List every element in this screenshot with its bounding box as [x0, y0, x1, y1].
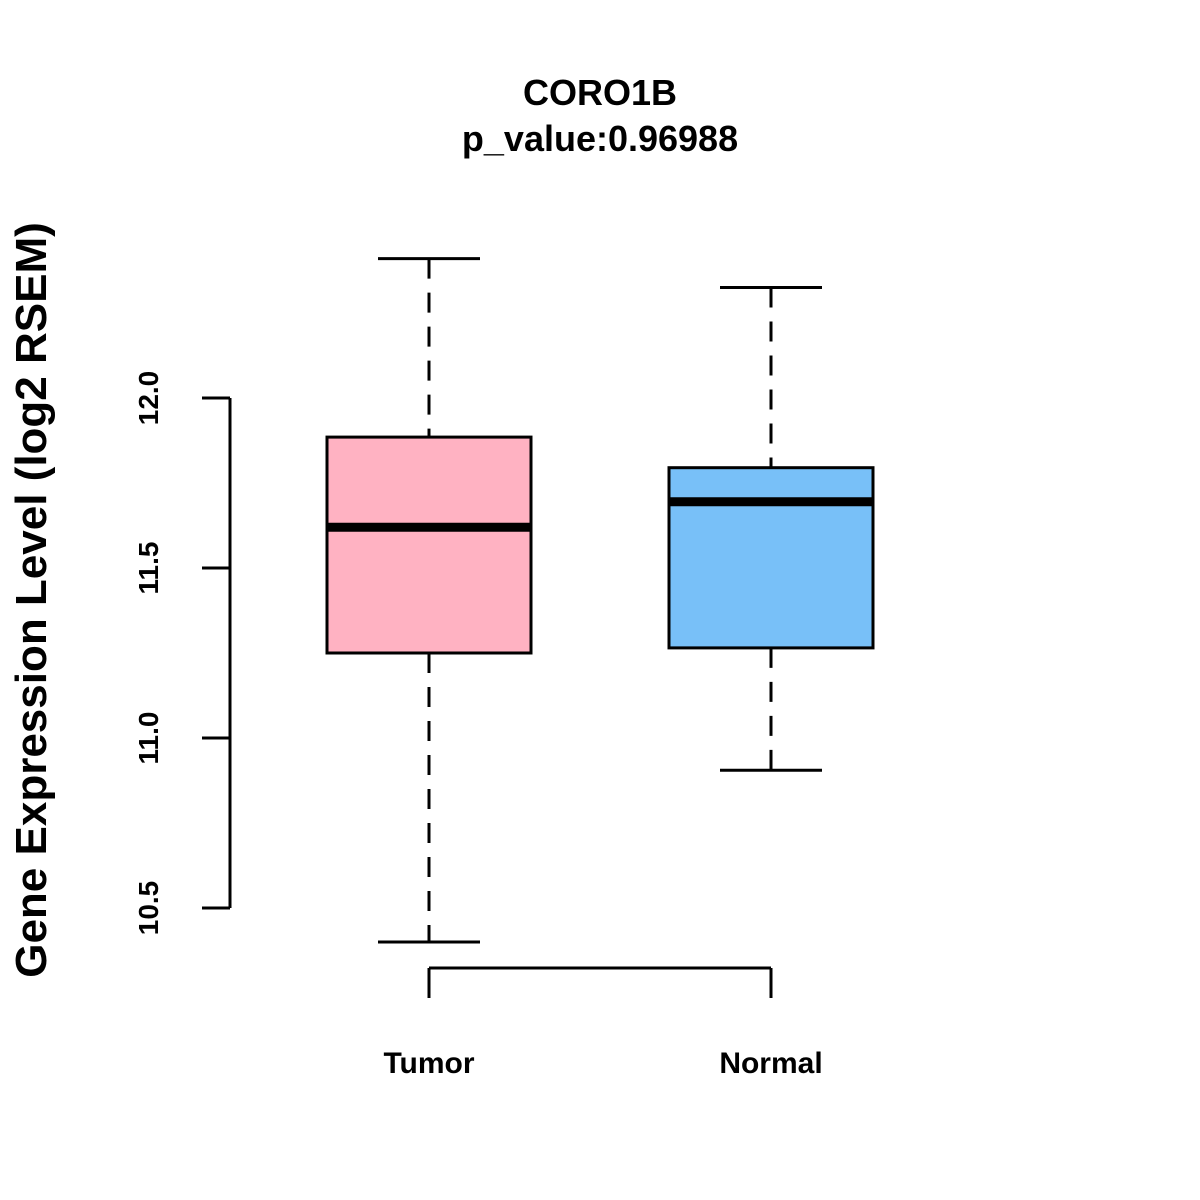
chart-subtitle: p_value:0.96988 — [462, 118, 738, 159]
y-tick-label: 12.0 — [133, 371, 164, 426]
chart-title: CORO1B — [523, 72, 677, 113]
x-tick-label: Normal — [719, 1047, 822, 1080]
x-axis: Tumor Normal — [383, 966, 823, 1080]
box-tumor — [325, 435, 533, 655]
y-tick-label: 11.5 — [133, 542, 164, 595]
boxes — [325, 257, 875, 944]
y-tick-label: 10.5 — [133, 881, 164, 936]
y-axis-label: Gene Expression Level (log2 RSEM) — [7, 222, 56, 978]
y-axis: 10.5 11.0 11.5 12.0 — [133, 371, 232, 936]
y-tick-label: 11.0 — [133, 712, 164, 765]
box-normal — [667, 466, 875, 650]
x-tick-label: Tumor — [383, 1047, 474, 1080]
